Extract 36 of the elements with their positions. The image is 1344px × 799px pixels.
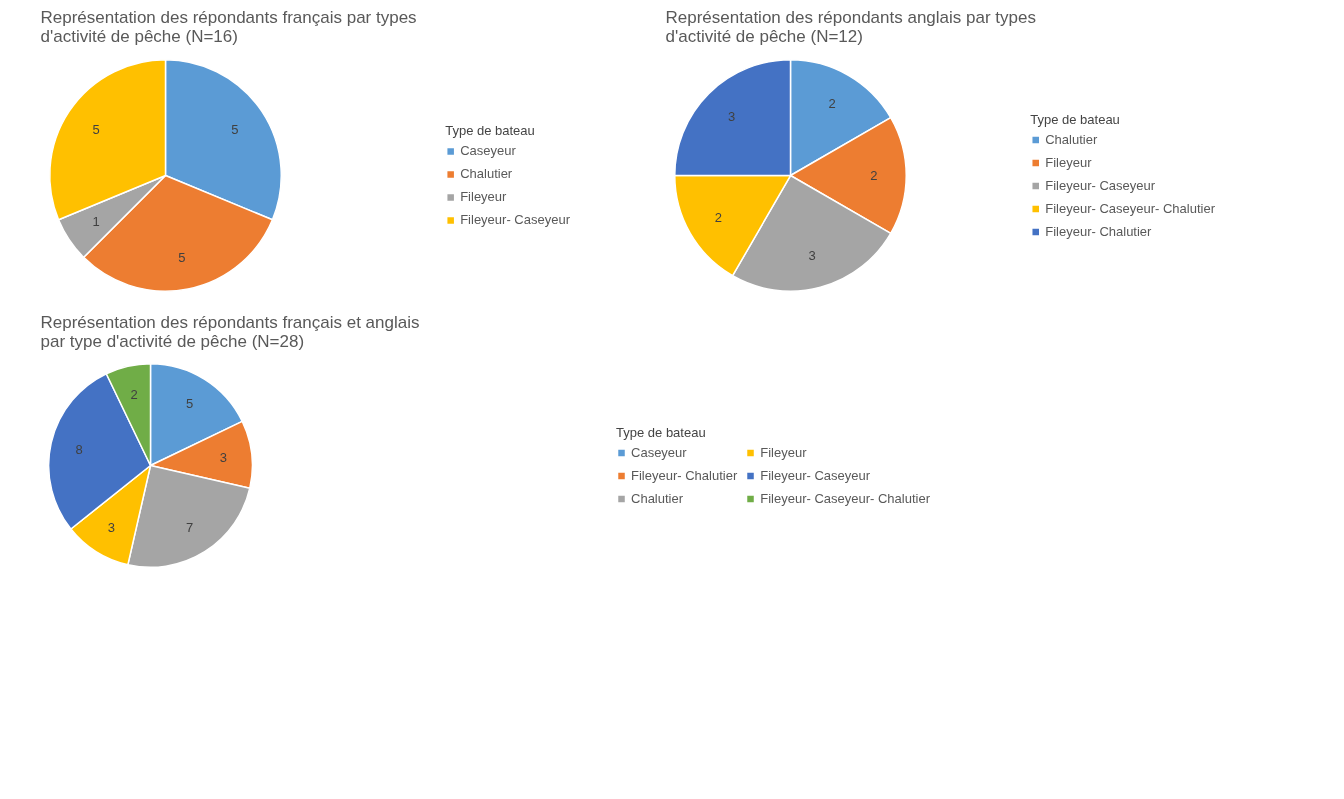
legend-label: Fileyeur- Caseyeur- Chalutier bbox=[1045, 200, 1215, 216]
data-label: 5 bbox=[231, 121, 239, 137]
legend-label: Chalutier bbox=[631, 490, 684, 506]
legend-label: Fileyeur- Caseyeur bbox=[760, 467, 871, 483]
data-label: 3 bbox=[219, 449, 227, 465]
legend-label: Fileyeur- Chalutier bbox=[631, 467, 738, 483]
legend-title: Type de bateau bbox=[616, 424, 707, 440]
data-label: 2 bbox=[828, 95, 836, 111]
data-label: 5 bbox=[92, 121, 100, 137]
legend-label: Fileyeur- Caseyeur bbox=[460, 212, 570, 227]
data-label: 1 bbox=[92, 214, 100, 230]
legend-label: Fileyeur- Chalutier bbox=[1045, 223, 1152, 239]
data-label: 5 bbox=[178, 249, 186, 265]
legend-label: Chalutier bbox=[1045, 131, 1098, 147]
legend-label: Caseyeur bbox=[460, 143, 516, 158]
legend-title: Type de bateau bbox=[445, 123, 536, 138]
data-label: 5 bbox=[185, 395, 194, 411]
data-label: 2 bbox=[130, 386, 138, 402]
data-label: 2 bbox=[714, 209, 722, 225]
data-label: 7 bbox=[185, 520, 194, 536]
data-label: 2 bbox=[870, 168, 878, 183]
legend-label: Fileyeur bbox=[760, 444, 807, 460]
legend-label: Fileyeur bbox=[1045, 154, 1092, 170]
data-label: 3 bbox=[727, 109, 736, 125]
legend-label: Fileyeur bbox=[460, 189, 507, 204]
data-label: 8 bbox=[75, 441, 83, 457]
data-label: 3 bbox=[808, 248, 816, 264]
legend-title: Type de bateau bbox=[1030, 111, 1121, 127]
legend-label: Fileyeur- Caseyeur- Chalutier bbox=[760, 490, 930, 506]
chart-title: Représentation des répondants français par types d'activité de pêche (N=16) bbox=[40, 7, 417, 46]
chart-title: Représentation des répondants anglais par types d'activité de pêche (N=12) bbox=[665, 7, 1036, 46]
data-label: 3 bbox=[107, 520, 116, 536]
chart-title: Représentation des répondants français et anglais par type d'activité de pêche (N=28) bbox=[40, 312, 420, 351]
legend-label: Fileyeur- Caseyeur bbox=[1045, 177, 1156, 193]
legend-label: Caseyeur bbox=[631, 444, 687, 460]
legend-label: Chalutier bbox=[460, 166, 513, 181]
